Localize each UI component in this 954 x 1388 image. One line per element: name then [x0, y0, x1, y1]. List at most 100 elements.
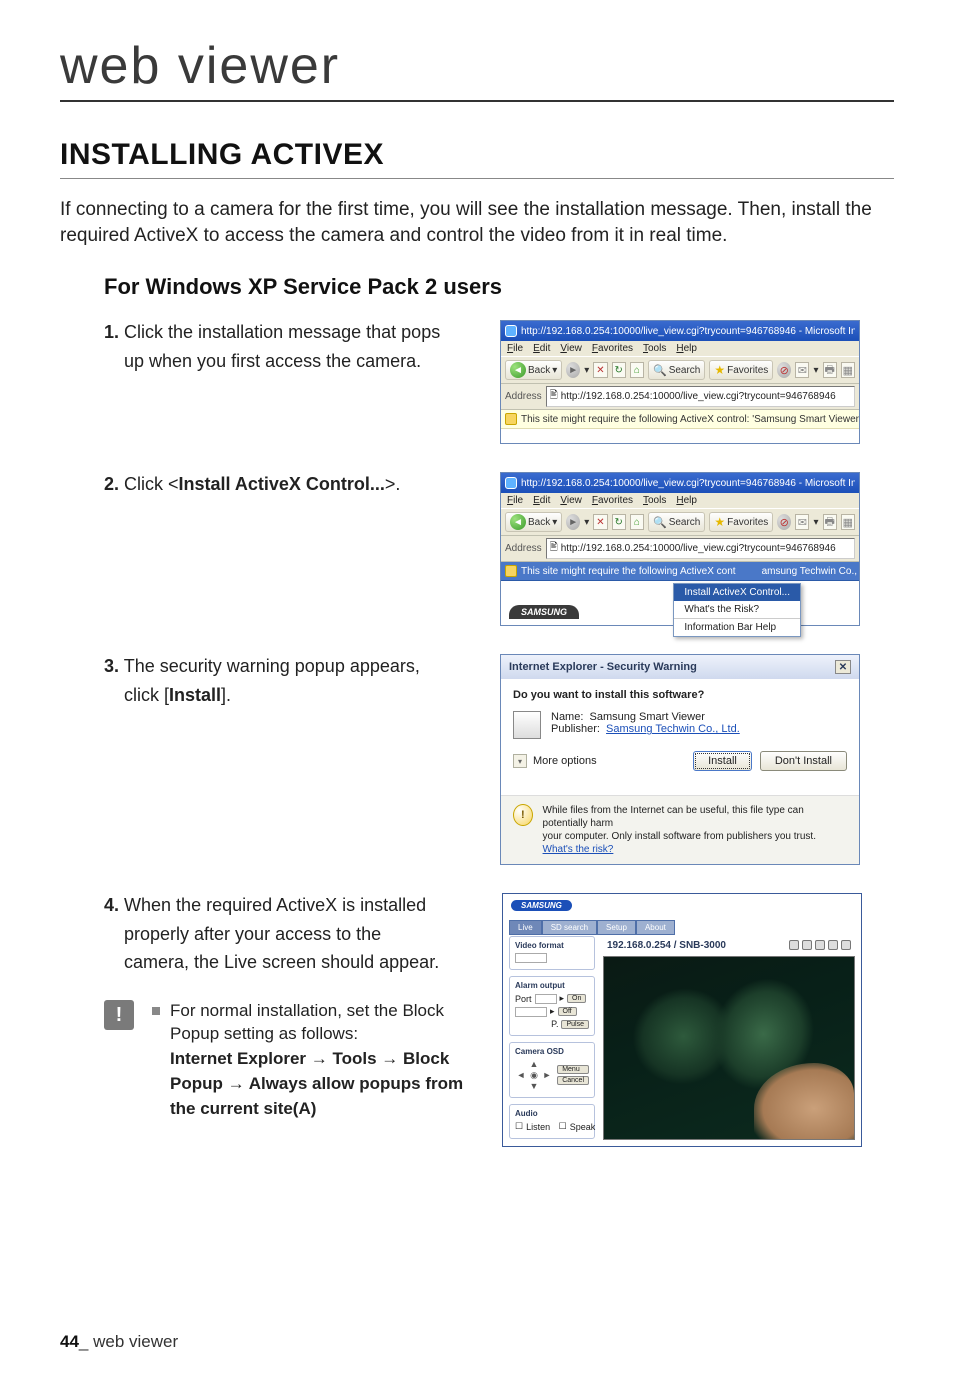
mail-button[interactable]: ✉ [795, 514, 809, 530]
forward-button[interactable]: ► [566, 514, 580, 530]
on-button[interactable]: On [567, 994, 586, 1003]
favorites-button[interactable]: ★Favorites [709, 512, 773, 532]
menu-tools[interactable]: Tools [643, 343, 666, 354]
tip-line2: Popup setting as follows: [170, 1024, 358, 1043]
tab-live[interactable]: Live [509, 920, 542, 935]
back-button[interactable]: ◄Back▾ [505, 360, 562, 380]
dialog-title-bar: Internet Explorer - Security Warning ✕ [501, 655, 859, 679]
port-label: Port [515, 994, 532, 1004]
menu-file[interactable]: File [507, 343, 523, 354]
dont-install-button[interactable]: Don't Install [760, 751, 847, 771]
edit-button[interactable]: ▦ [841, 362, 855, 378]
step-2-bold: Install ActiveX Control... [179, 474, 385, 494]
search-button[interactable]: 🔍Search [648, 360, 705, 380]
step-3-line1: The security warning popup appears, [124, 656, 420, 676]
screenshot-ie-infobar: http://192.168.0.254:10000/live_view.cgi… [500, 320, 860, 444]
ie-toolbar: ◄Back▾ ► ▾ ✕ ↻ ⌂ 🔍Search ★Favorites ⊘ ✉ … [501, 356, 859, 384]
step-3-bold: Install [169, 685, 221, 705]
step-4-line3: camera, the Live screen should appear. [104, 950, 492, 974]
camera-ip-label: 192.168.0.254 / SNB-3000 [607, 940, 726, 951]
menu-button[interactable]: Menu [557, 1065, 589, 1074]
toolbar-icon-3[interactable] [815, 940, 825, 950]
toolbar-icon-2[interactable] [802, 940, 812, 950]
menu-edit[interactable]: Edit [533, 343, 550, 354]
ie-logo-icon [505, 477, 517, 489]
menu-whats-the-risk[interactable]: What's the Risk? [674, 601, 800, 618]
refresh-button[interactable]: ↻ [612, 514, 626, 530]
stop-button[interactable]: ✕ [593, 514, 607, 530]
panel-video-format: Video format [509, 936, 595, 970]
toolbar-icon-4[interactable] [828, 940, 838, 950]
step-2-post: >. [385, 474, 401, 494]
cancel-button[interactable]: Cancel [557, 1076, 589, 1085]
refresh-button[interactable]: ↻ [612, 362, 626, 378]
mail-button[interactable]: ✉ [795, 362, 809, 378]
activex-info-bar[interactable]: This site might require the following Ac… [501, 410, 859, 429]
caution-icon: ! [104, 1000, 134, 1030]
step-4: 4. When the required ActiveX is installe… [60, 893, 894, 1147]
tab-about[interactable]: About [636, 920, 675, 935]
edit-button[interactable]: ▦ [841, 514, 855, 530]
address-input[interactable]: 🖹http://192.168.0.254:10000/live_view.cg… [546, 538, 855, 559]
live-video-frame [603, 956, 855, 1140]
back-icon: ◄ [510, 362, 526, 378]
menu-view[interactable]: View [560, 343, 582, 354]
screenshot-ie-context-menu: http://192.168.0.254:10000/live_view.cgi… [500, 472, 860, 626]
menu-view[interactable]: View [560, 495, 582, 506]
search-icon: 🔍 [653, 364, 667, 377]
history-button[interactable]: ⊘ [777, 514, 791, 530]
tab-sd-search[interactable]: SD search [542, 920, 597, 935]
menu-favorites[interactable]: Favorites [592, 495, 633, 506]
print-button[interactable]: 🖶 [823, 362, 837, 378]
address-label: Address [505, 391, 542, 402]
step-2-pre: Click < [124, 474, 179, 494]
tab-setup[interactable]: Setup [597, 920, 636, 935]
osd-dpad[interactable]: ▲ ◄◉► ▼ [515, 1059, 553, 1091]
off-button[interactable]: Off [558, 1007, 577, 1016]
dialog-title: Internet Explorer - Security Warning [509, 661, 697, 673]
mail-dropdown[interactable]: ▾ [813, 365, 818, 376]
close-button[interactable]: ✕ [835, 660, 851, 674]
alarm-duration-select[interactable] [515, 1007, 547, 1017]
speak-checkbox[interactable]: ☐ [559, 1121, 567, 1132]
pulse-button[interactable]: Pulse [561, 1020, 589, 1029]
history-button[interactable]: ⊘ [777, 362, 791, 378]
toolbar-icon-1[interactable] [789, 940, 799, 950]
panel-title: Alarm output [515, 981, 589, 990]
toolbar-icon-5[interactable] [841, 940, 851, 950]
step-3-pre: click [ [124, 685, 169, 705]
ie-address-bar: Address 🖹http://192.168.0.254:10000/live… [501, 384, 859, 410]
menu-tools[interactable]: Tools [643, 495, 666, 506]
stop-button[interactable]: ✕ [593, 362, 607, 378]
menu-help[interactable]: Help [676, 495, 697, 506]
fwd-dropdown[interactable]: ▾ [584, 365, 589, 376]
menu-infobar-help[interactable]: Information Bar Help [674, 618, 800, 636]
video-format-select[interactable] [515, 953, 547, 963]
port-input[interactable] [535, 994, 557, 1004]
listen-checkbox[interactable]: ☐ [515, 1121, 523, 1132]
footer-label: _ web viewer [79, 1332, 178, 1351]
warning-icon: ! [513, 804, 533, 826]
menu-help[interactable]: Help [676, 343, 697, 354]
publisher-link[interactable]: Samsung Techwin Co., Ltd. [606, 723, 740, 735]
favorites-button[interactable]: ★Favorites [709, 360, 773, 380]
menu-file[interactable]: File [507, 495, 523, 506]
home-button[interactable]: ⌂ [630, 514, 644, 530]
live-tabs: Live SD search Setup About [509, 920, 675, 935]
address-input[interactable]: 🖹http://192.168.0.254:10000/live_view.cg… [546, 386, 855, 407]
tip-bold1: Internet Explorer → Tools → Block [170, 1048, 463, 1071]
print-button[interactable]: 🖶 [823, 514, 837, 530]
back-button[interactable]: ◄Back▾ [505, 512, 562, 532]
panel-title: Camera OSD [515, 1047, 589, 1056]
menu-favorites[interactable]: Favorites [592, 343, 633, 354]
forward-button[interactable]: ► [566, 362, 580, 378]
whats-the-risk-link[interactable]: What's the risk? [543, 844, 614, 855]
screenshot-live-view: SAMSUNG Live SD search Setup About Video… [502, 893, 862, 1147]
more-options-toggle[interactable]: ▾More options [513, 754, 597, 768]
ie-title-bar: http://192.168.0.254:10000/live_view.cgi… [501, 321, 859, 341]
search-button[interactable]: 🔍Search [648, 512, 705, 532]
menu-edit[interactable]: Edit [533, 495, 550, 506]
menu-install-activex[interactable]: Install ActiveX Control... [674, 584, 800, 601]
home-button[interactable]: ⌂ [630, 362, 644, 378]
install-button[interactable]: Install [693, 751, 752, 771]
